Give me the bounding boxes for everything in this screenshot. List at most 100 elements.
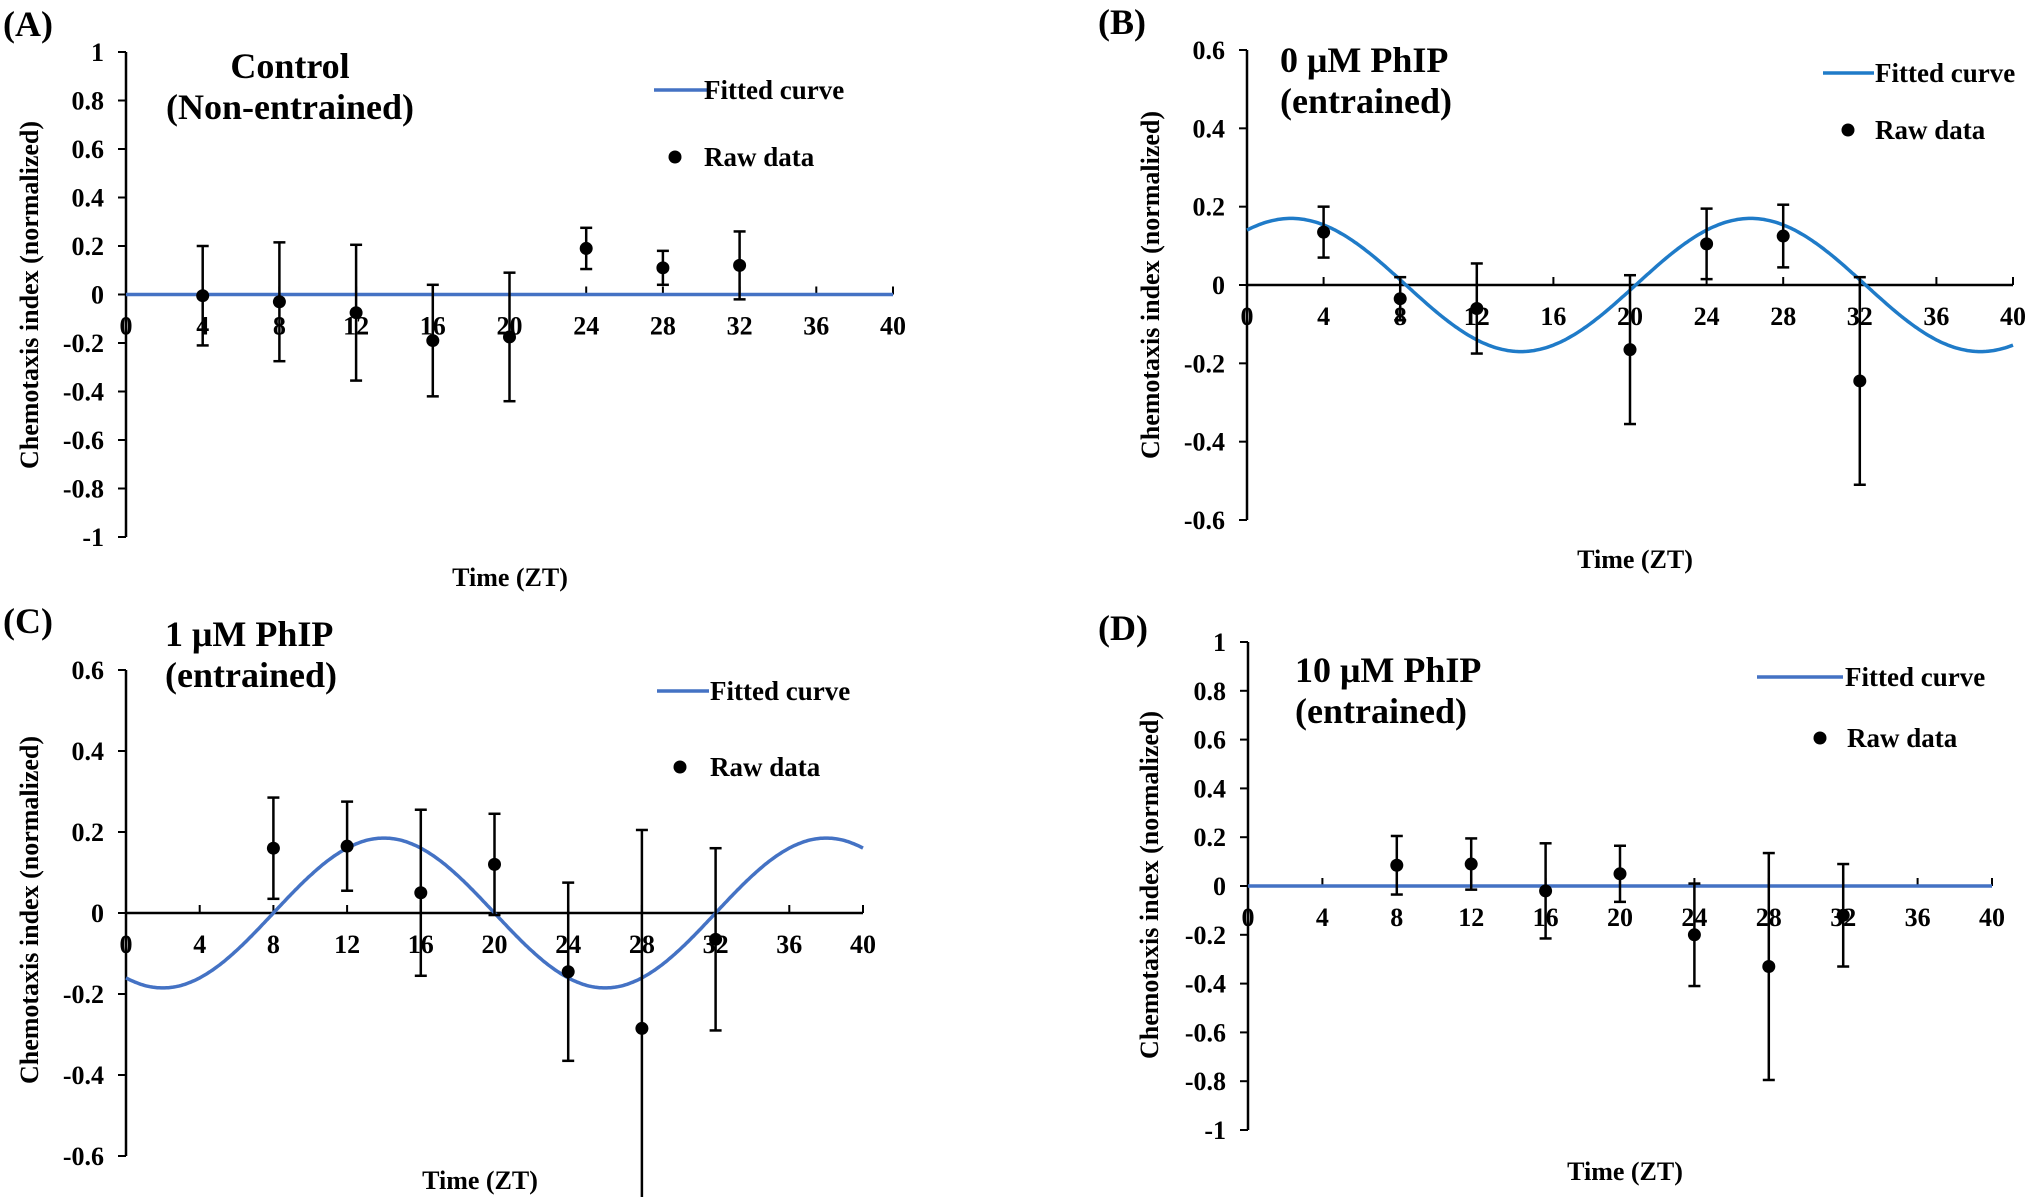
raw-data-point	[1687, 928, 1701, 942]
legend-raw-label: Raw data	[1875, 115, 1986, 145]
x-tick-label: 0	[120, 930, 133, 959]
legend-raw-swatch	[668, 150, 682, 164]
raw-data-point	[1700, 237, 1714, 251]
raw-data-point	[1470, 302, 1484, 315]
chart-panel-1: (A)Control(Non-entrained)10.80.60.40.20-…	[3, 4, 906, 592]
x-tick-label: 12	[334, 930, 360, 959]
x-tick-label: 36	[1923, 302, 1949, 331]
y-axis-title: Chemotaxis index (normalized)	[1135, 711, 1164, 1059]
x-tick-label: 40	[2000, 302, 2026, 331]
y-tick-label: -0.2	[1185, 921, 1226, 950]
raw-data-point	[733, 258, 747, 272]
y-tick-label: -0.8	[63, 475, 104, 504]
raw-data-point	[579, 241, 593, 255]
y-tick-label: 0.8	[72, 87, 105, 116]
x-tick-label: 36	[803, 312, 829, 341]
raw-data-point	[503, 330, 516, 344]
y-tick-label: 1	[1213, 628, 1226, 657]
y-tick-label: -0.4	[63, 1061, 104, 1090]
raw-data-point	[1539, 884, 1553, 898]
y-tick-label: -0.2	[1184, 349, 1225, 378]
x-tick-label: 36	[776, 930, 802, 959]
x-axis-title: Time (ZT)	[1567, 1157, 1683, 1186]
raw-data-point	[349, 306, 363, 320]
chart-panel-4: (D) 10 μM PhIP(entrained) 1 0.8 0.6 0.4 0.2 0 -0…	[1098, 608, 2005, 1186]
y-tick-label: -0.6	[63, 426, 104, 455]
legend-raw-label: Raw data	[710, 752, 821, 782]
raw-data-point	[266, 841, 280, 855]
y-tick-label: -1	[1204, 1116, 1226, 1145]
y-tick-label: 1	[91, 38, 104, 67]
raw-data-point	[414, 886, 428, 900]
x-tick-label: 28	[1770, 302, 1796, 331]
x-tick-label: 36	[1905, 903, 1931, 932]
chart-panel-2: (B) 0 μM PhIP(entrained) 0.6 0.4 0.2 0 -0.2 -0.…	[1098, 2, 2026, 574]
chart-title-line: (entrained)	[165, 655, 337, 695]
raw-data-point	[1853, 374, 1867, 388]
raw-data-point	[426, 334, 440, 348]
y-tick-label: -0.4	[1184, 428, 1225, 457]
y-tick-label: 0.4	[72, 737, 105, 766]
x-tick-label: 40	[1979, 903, 2005, 932]
raw-data-point	[272, 295, 286, 309]
chart-panel-3: (C) 1 μM PhIP(entrained) 0.6 0.4 0.2 0 -0.2 -0.…	[3, 601, 876, 1197]
y-axis-title: Chemotaxis index (normalized)	[15, 121, 44, 469]
x-axis-title: Time (ZT)	[422, 1166, 538, 1195]
x-tick-label: 8	[1390, 903, 1403, 932]
chart-title-line: 1 μM PhIP	[165, 614, 333, 654]
x-tick-label: 24	[1694, 302, 1720, 331]
y-tick-label: 0.6	[1194, 726, 1227, 755]
legend-raw-label: Raw data	[1847, 723, 1958, 753]
x-tick-label: 8	[267, 930, 280, 959]
y-tick-label: 0.4	[1193, 114, 1226, 143]
y-tick-label: 0.2	[72, 818, 105, 847]
x-tick-label: 16	[1540, 302, 1566, 331]
raw-data-point	[635, 1021, 649, 1035]
x-tick-label: 0	[1241, 302, 1254, 331]
y-tick-label: 0.6	[72, 656, 105, 685]
raw-data-point	[1390, 858, 1404, 872]
y-tick-label: 0	[1213, 872, 1226, 901]
panel-label: (C)	[3, 601, 53, 641]
x-tick-label: 12	[1458, 903, 1484, 932]
legend-fit-label: Fitted curve	[710, 676, 850, 706]
x-tick-label: 20	[1607, 903, 1633, 932]
raw-data-point	[488, 857, 501, 871]
raw-data-point	[656, 261, 670, 275]
chart-title-line: Control	[230, 46, 349, 86]
x-tick-label: 4	[1316, 903, 1329, 932]
y-tick-label: 0	[91, 899, 104, 928]
y-tick-label: -0.4	[1185, 970, 1226, 999]
raw-data-point	[1776, 229, 1790, 243]
raw-data-point	[1393, 292, 1407, 306]
raw-data-point	[561, 965, 575, 979]
x-tick-label: 32	[727, 312, 753, 341]
x-tick-label: 24	[573, 312, 599, 341]
x-axis-title: Time (ZT)	[452, 563, 568, 592]
x-tick-label: 40	[880, 312, 906, 341]
y-tick-label: 0.6	[72, 135, 105, 164]
panel-label: (A)	[3, 4, 53, 44]
y-tick-label: -0.2	[63, 980, 104, 1009]
chart-title-line: (entrained)	[1280, 81, 1452, 121]
x-tick-label: 28	[650, 312, 676, 341]
x-tick-label: 4	[1317, 302, 1330, 331]
x-axis-title: Time (ZT)	[1577, 545, 1693, 574]
raw-data-point	[196, 289, 210, 303]
y-tick-label: -0.6	[1184, 506, 1225, 535]
y-tick-label: -1	[82, 523, 104, 552]
chart-title-line: 10 μM PhIP	[1295, 650, 1481, 690]
legend-raw-label: Raw data	[704, 142, 815, 172]
y-tick-label: -0.6	[1185, 1018, 1226, 1047]
raw-data-point	[1464, 857, 1478, 871]
y-tick-label: 0	[91, 281, 104, 310]
y-axis-title: Chemotaxis index (normalized)	[1136, 111, 1165, 459]
raw-data-point	[1623, 343, 1637, 357]
y-tick-label: 0.4	[72, 184, 105, 213]
raw-data-point	[1317, 225, 1331, 239]
panel-label: (B)	[1098, 2, 1146, 42]
y-axis-title: Chemotaxis index (normalized)	[15, 736, 44, 1084]
y-tick-label: 0.4	[1194, 774, 1227, 803]
raw-data-point	[709, 932, 723, 946]
panel-label: (D)	[1098, 608, 1148, 648]
